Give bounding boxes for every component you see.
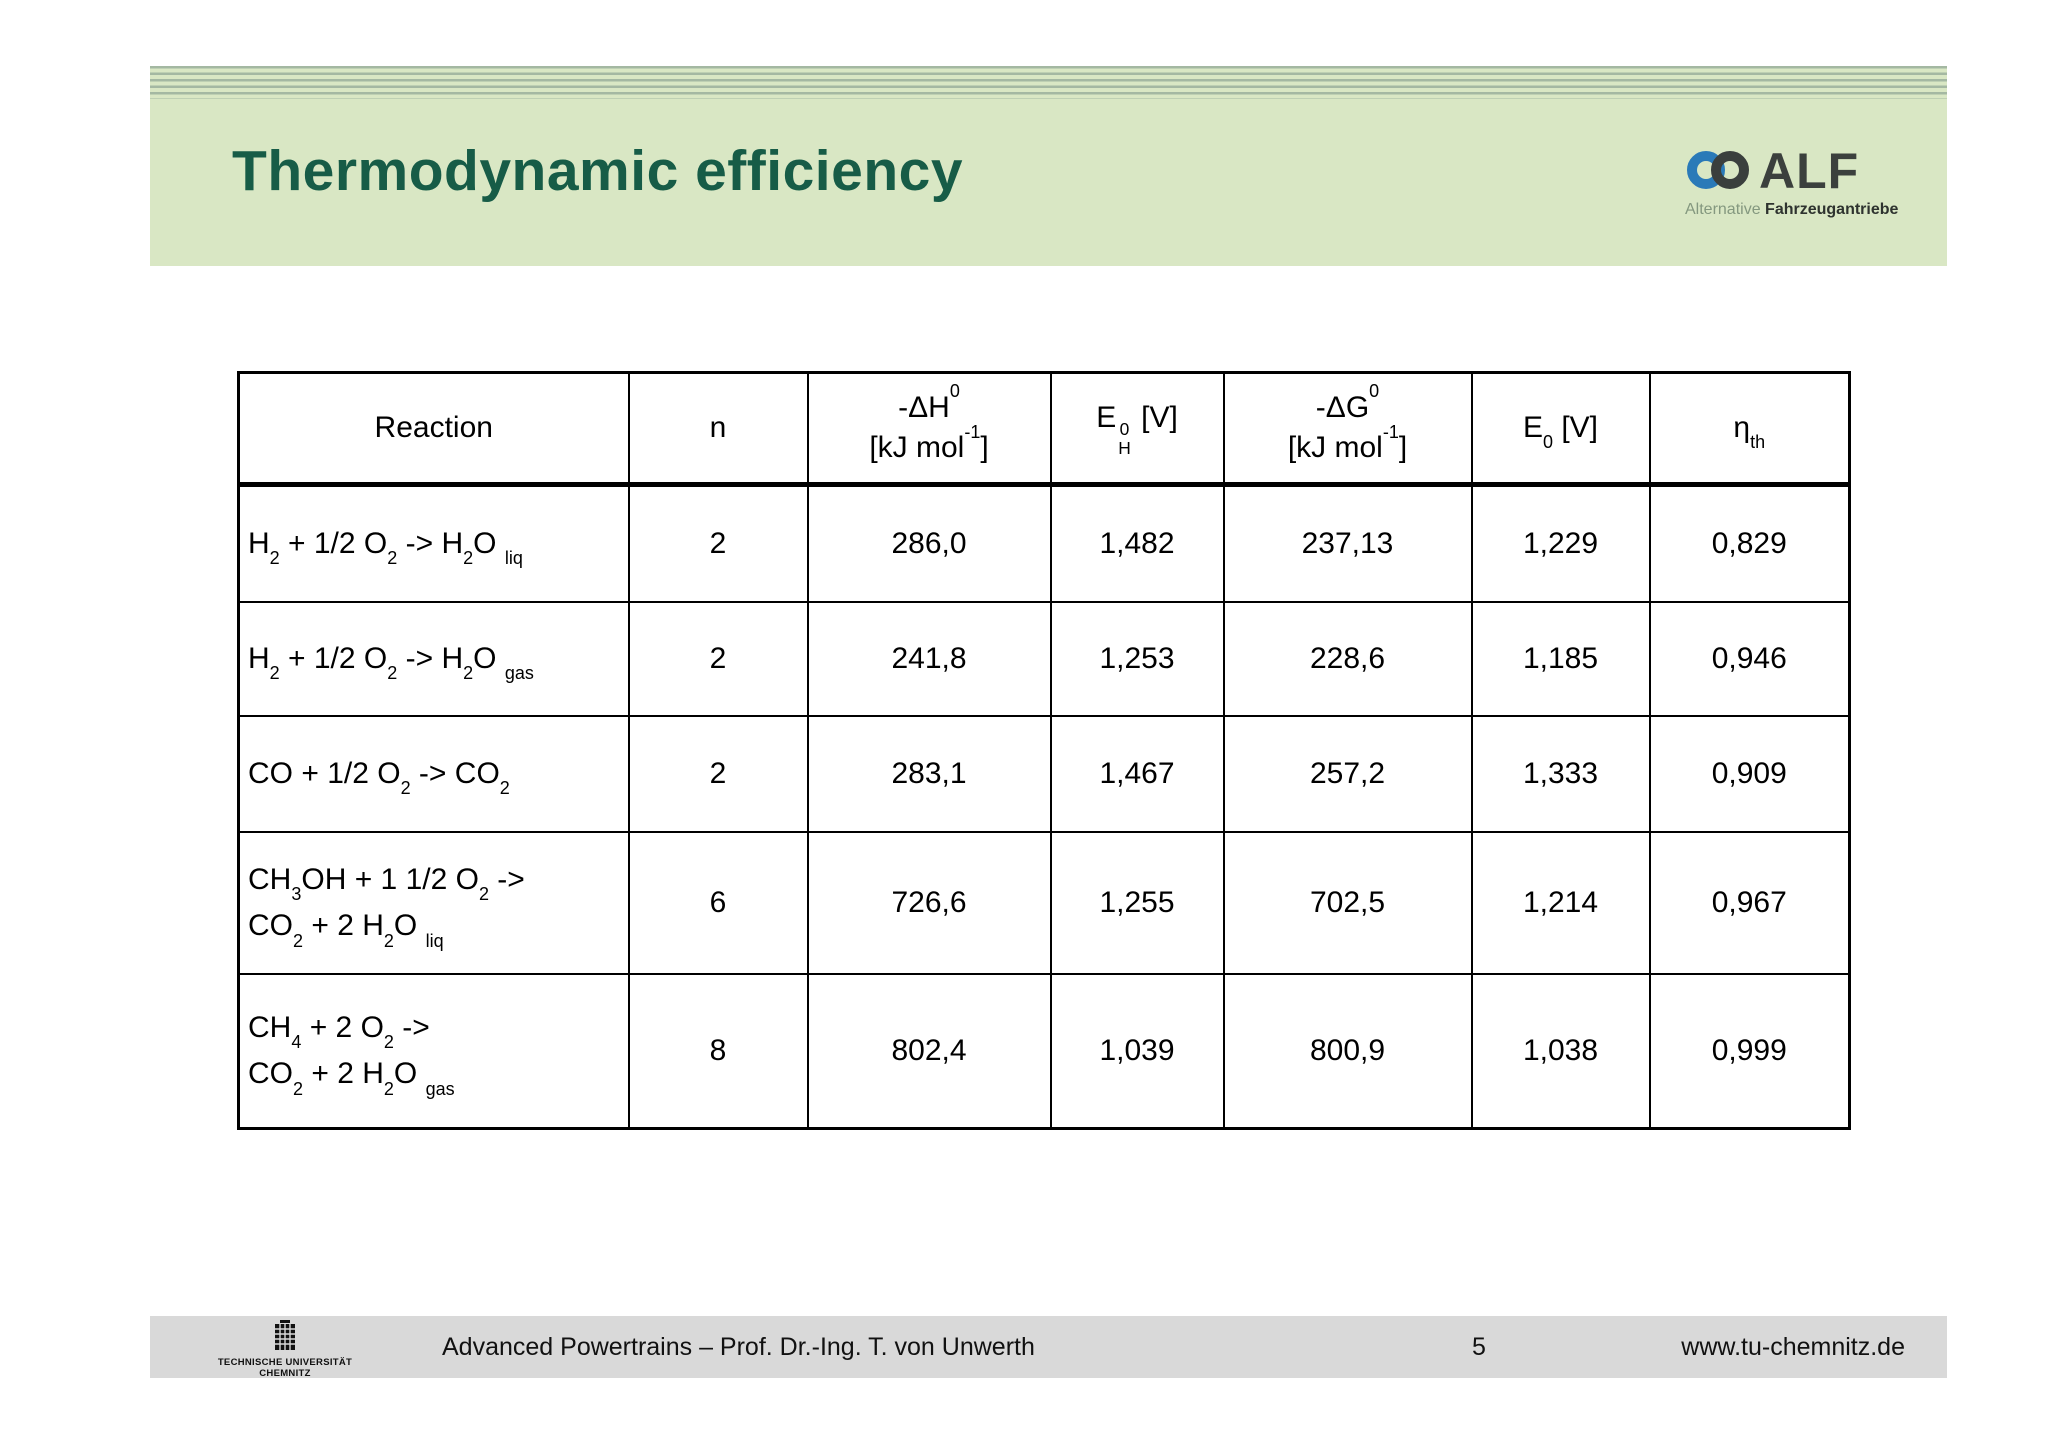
table-row: CH4 + 2 O2 -> CO2 + 2 H2O gas 8 802,4 1,039 8… [237, 973, 1851, 1130]
value-cell: 2 [627, 483, 809, 603]
reaction-cell: CH3OH + 1 1/2 O2 -> CO2 + 2 H2O liq [237, 831, 630, 975]
value-cell: 702,5 [1222, 831, 1473, 975]
value-cell: 1,333 [1470, 715, 1651, 833]
logo-text: ALF [1759, 142, 1860, 199]
value-cell: 802,4 [806, 973, 1052, 1130]
value-cell: 726,6 [806, 831, 1052, 975]
value-cell: 1,253 [1049, 601, 1225, 717]
footer-bar: TECHNISCHE UNIVERSITÄT CHEMNITZ Advanced… [150, 1316, 1947, 1379]
reaction-cell: H2 + 1/2 O2 -> H2O liq [237, 483, 630, 603]
value-cell: 1,229 [1470, 483, 1651, 603]
column-header-eta: ηth [1648, 371, 1851, 487]
value-cell: 8 [627, 973, 809, 1130]
logo-subtitle: Alternative Fahrzeugantriebe [1685, 201, 1899, 219]
tu-chemnitz-logo: TECHNISCHE UNIVERSITÄT CHEMNITZ [190, 1320, 380, 1379]
logo-subtitle-light: Alternative [1685, 201, 1761, 218]
value-cell: 1,467 [1049, 715, 1225, 833]
value-cell: 0,967 [1648, 831, 1851, 975]
value-cell: 237,13 [1222, 483, 1473, 603]
value-cell: 0,829 [1648, 483, 1851, 603]
university-building-icon [190, 1320, 380, 1357]
value-cell: 2 [627, 715, 809, 833]
value-cell: 1,214 [1470, 831, 1651, 975]
thermodynamic-table: Reaction n -ΔH0 [kJ mol-1] E 0 H [V] -ΔG0 [kJ mo… [237, 371, 1851, 1130]
value-cell: 0,946 [1648, 601, 1851, 717]
value-cell: 1,185 [1470, 601, 1651, 717]
infinity-loop-icon [1685, 144, 1757, 197]
column-header-reaction: Reaction [237, 371, 630, 487]
table-row: H2 + 1/2 O2 -> H2O liq 2 286,0 1,482 237,13 1… [237, 483, 1851, 603]
value-cell: 241,8 [806, 601, 1052, 717]
column-header-dG: -ΔG0 [kJ mol-1] [1222, 371, 1473, 487]
reaction-cell: CH4 + 2 O2 -> CO2 + 2 H2O gas [237, 973, 630, 1130]
value-cell: 800,9 [1222, 973, 1473, 1130]
value-cell: 1,255 [1049, 831, 1225, 975]
header-banner: Thermodynamic efficiency ALF Alternative… [150, 66, 1947, 266]
column-header-E0: E0 [V] [1470, 371, 1651, 487]
footer-url: www.tu-chemnitz.de [1681, 1333, 1905, 1361]
banner-stripes-decoration [150, 66, 1947, 99]
value-cell: 286,0 [806, 483, 1052, 603]
value-cell: 1,039 [1049, 973, 1225, 1130]
value-cell: 1,482 [1049, 483, 1225, 603]
table-body: H2 + 1/2 O2 -> H2O liq 2 286,0 1,482 237,13 1… [237, 483, 1851, 1130]
table-header: Reaction n -ΔH0 [kJ mol-1] E 0 H [V] -ΔG0 [kJ mo… [237, 371, 1851, 487]
value-cell: 2 [627, 601, 809, 717]
table-row: CO + 1/2 O2 -> CO2 2 283,1 1,467 257,2 1,333 0… [237, 715, 1851, 833]
reaction-cell: CO + 1/2 O2 -> CO2 [237, 715, 630, 833]
logo-subtitle-bold: Fahrzeugantriebe [1765, 201, 1899, 218]
table-row: H2 + 1/2 O2 -> H2O gas 2 241,8 1,253 228,6 1,… [237, 601, 1851, 717]
column-header-dH: -ΔH0 [kJ mol-1] [806, 371, 1052, 487]
org-name-line1: TECHNISCHE UNIVERSITÄT [217, 1357, 353, 1368]
value-cell: 0,909 [1648, 715, 1851, 833]
value-cell: 283,1 [806, 715, 1052, 833]
value-cell: 0,999 [1648, 973, 1851, 1130]
value-cell: 228,6 [1222, 601, 1473, 717]
page-number: 5 [1472, 1333, 1486, 1361]
column-header-n: n [627, 371, 809, 487]
alf-logo: ALF Alternative Fahrzeugantriebe [1685, 142, 1899, 219]
reaction-cell: H2 + 1/2 O2 -> H2O gas [237, 601, 630, 717]
page-title: Thermodynamic efficiency [232, 139, 964, 203]
value-cell: 1,038 [1470, 973, 1651, 1130]
org-name-line2: CHEMNITZ [259, 1368, 311, 1379]
table-row: CH3OH + 1 1/2 O2 -> CO2 + 2 H2O liq 6 726,6… [237, 831, 1851, 975]
value-cell: 257,2 [1222, 715, 1473, 833]
table-header-row: Reaction n -ΔH0 [kJ mol-1] E 0 H [V] -ΔG0 [kJ mo… [237, 371, 1851, 487]
value-cell: 6 [627, 831, 809, 975]
footer-course-title: Advanced Powertrains – Prof. Dr.-Ing. T.… [442, 1333, 1035, 1361]
